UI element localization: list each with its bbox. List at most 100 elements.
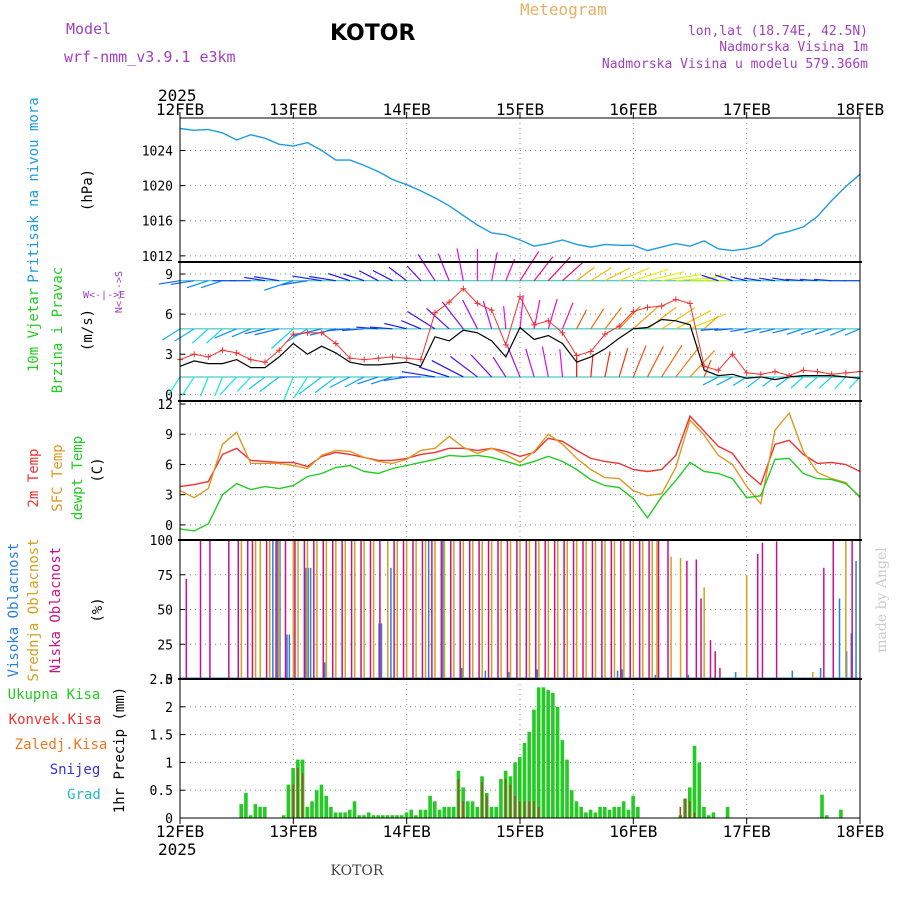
y-tick-label: 6 <box>165 458 173 473</box>
temp-sfc-label: SFC Temp <box>50 444 66 511</box>
wind-direction-arrow <box>618 347 629 378</box>
wind-gust-marker <box>743 369 750 376</box>
convective-precip-bar <box>509 784 512 818</box>
wind-direction-arrow <box>158 280 181 285</box>
wind-panel-label: 10m Vjetar <box>26 288 42 372</box>
convective-precip-bar <box>528 801 531 818</box>
wind-direction-arrow <box>356 326 379 330</box>
wind-direction-arrow <box>715 274 733 282</box>
y-tick-label: 3 <box>165 348 173 363</box>
x-tick-label-bottom: 17FEB <box>723 822 771 841</box>
x-tick-label-top: 13FEB <box>269 100 317 119</box>
total-precip-bar <box>546 690 550 818</box>
wind-direction-arrow <box>369 326 393 330</box>
wind-gust-marker <box>460 285 467 292</box>
wind-direction-arrow <box>814 328 832 335</box>
total-precip-bar <box>513 762 517 818</box>
wind-direction-arrow <box>371 376 393 385</box>
total-precip-bar <box>551 692 555 818</box>
total-precip-bar <box>598 806 602 818</box>
precip-unit-label: 1hr Precip (mm) <box>112 687 128 813</box>
total-precip-bar <box>603 806 607 818</box>
y-tick-label: 6 <box>165 308 173 323</box>
total-precip-bar <box>239 804 243 818</box>
wind-direction-arrow <box>646 346 664 378</box>
wind-gust-marker <box>644 304 651 311</box>
total-precip-bar <box>706 815 711 818</box>
total-precip-bar <box>324 795 328 818</box>
credit-watermark: made by Angel <box>874 547 890 653</box>
y-tick-label: 2.5 <box>150 673 173 688</box>
precip-legend-label: Ukupna Kisa <box>8 687 101 703</box>
wind-direction-arrow <box>786 328 804 335</box>
wind-direction-arrow <box>293 376 309 398</box>
total-precip-bar <box>820 794 824 818</box>
wind-direction-arrow <box>604 307 622 330</box>
wind-direction-arrow <box>450 356 478 378</box>
wind-direction-arrow <box>418 366 450 378</box>
pressure-line <box>179 127 861 252</box>
wind-gust-marker <box>474 300 481 307</box>
y-tick-label: 0.5 <box>150 784 173 799</box>
x-tick-label-bottom: 18FEB <box>836 822 884 841</box>
total-precip-bar <box>418 809 423 818</box>
wind-gust-marker <box>573 352 580 359</box>
lonlat-info: lon,lat (18.74E, 42.5N) <box>687 24 868 39</box>
y-tick-label: 1012 <box>142 250 173 265</box>
wind-gust-marker <box>559 329 566 336</box>
total-precip-bar <box>518 756 522 818</box>
total-precip-bar <box>244 792 248 818</box>
wind-direction-arrow <box>492 356 507 378</box>
wind-direction-arrow <box>503 305 507 329</box>
wind-direction-arrow <box>162 328 181 341</box>
wind-direction-arrow <box>590 267 612 282</box>
y-tick-label: 0 <box>165 519 173 534</box>
total-precip-bar <box>839 809 843 818</box>
total-precip-bar <box>824 815 829 818</box>
total-precip-bar <box>319 784 324 818</box>
low-cloud-label: Niska Oblacnost <box>48 547 64 673</box>
total-precip-bar <box>565 759 569 818</box>
wind-direction-arrow <box>191 328 209 344</box>
convective-precip-bar <box>301 773 304 818</box>
mid-cloud-label: Srednja Oblacnost <box>26 538 42 681</box>
total-precip-bar <box>371 815 376 818</box>
wind-direction-arrow <box>431 360 464 378</box>
wind-direction-arrow <box>618 267 650 282</box>
wind-direction-arrow <box>661 307 696 330</box>
wind-direction-arrow <box>441 301 464 330</box>
wind-direction-arrow <box>174 328 195 342</box>
wind-direction-arrow <box>254 276 280 282</box>
wind-direction-arrow <box>562 260 585 282</box>
total-precip-bar <box>555 706 560 818</box>
wind-direction-arrow <box>775 376 790 388</box>
total-precip-bar <box>399 815 404 818</box>
total-precip-bar <box>376 815 380 818</box>
wind-direction-arrow <box>206 328 223 344</box>
precip-legend-label: Grad <box>67 787 101 803</box>
convective-precip-bar <box>684 798 686 818</box>
total-precip-bar <box>607 809 612 818</box>
wind-direction-arrow <box>200 376 209 397</box>
total-precip-bar <box>343 812 347 818</box>
wind-direction-arrow <box>576 309 588 330</box>
wind-direction-arrow <box>541 346 549 378</box>
wind-direction-arrow <box>168 376 181 395</box>
wind-direction-arrow <box>790 376 804 389</box>
wind-direction-arrow <box>214 376 224 397</box>
total-precip-bar <box>437 809 442 818</box>
total-precip-bar <box>636 806 640 818</box>
wind-direction-arrow <box>604 351 611 378</box>
temp-2m-label: 2m Temp <box>26 448 42 507</box>
total-precip-bar <box>451 806 456 818</box>
wind-direction-arrow <box>762 376 776 387</box>
wind-direction-arrow <box>689 313 726 330</box>
total-precip-bar <box>404 812 409 818</box>
wind-direction-arrow <box>292 275 322 282</box>
wind-direction-arrow <box>244 276 266 282</box>
y-tick-label: 25 <box>157 638 173 653</box>
convective-precip-bar <box>519 801 521 818</box>
wind-direction-arrow <box>716 376 733 386</box>
total-precip-bar <box>305 806 310 818</box>
